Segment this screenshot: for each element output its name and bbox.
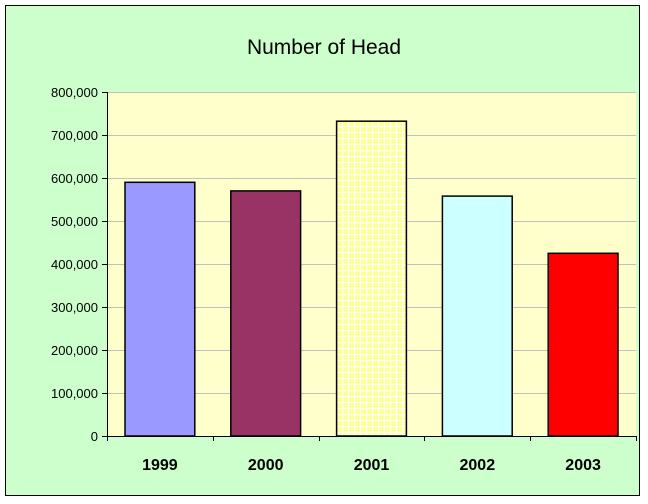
y-tick-label: 300,000 [51,300,98,315]
bar-2003 [547,252,619,437]
bar-2001 [335,120,408,437]
y-tick-label: 200,000 [51,343,98,358]
y-tick-label: 0 [91,429,98,444]
bar-1999 [124,181,196,437]
y-tick-label: 600,000 [51,171,98,186]
y-tick-label: 400,000 [51,257,98,272]
x-tick-label: 1999 [142,457,178,474]
x-tick-label: 2002 [460,457,496,474]
y-tick-label: 700,000 [51,128,98,143]
chart-title: Number of Head [246,36,402,59]
y-tick-label: 100,000 [51,386,98,401]
x-tick-label: 2001 [354,457,390,474]
y-tick-label: 800,000 [51,85,98,100]
y-tick-label: 500,000 [51,214,98,229]
x-tick-label: 2003 [565,457,601,474]
bar-2002 [441,195,513,437]
bar-2000 [230,190,302,437]
x-tick-label: 2000 [248,457,284,474]
